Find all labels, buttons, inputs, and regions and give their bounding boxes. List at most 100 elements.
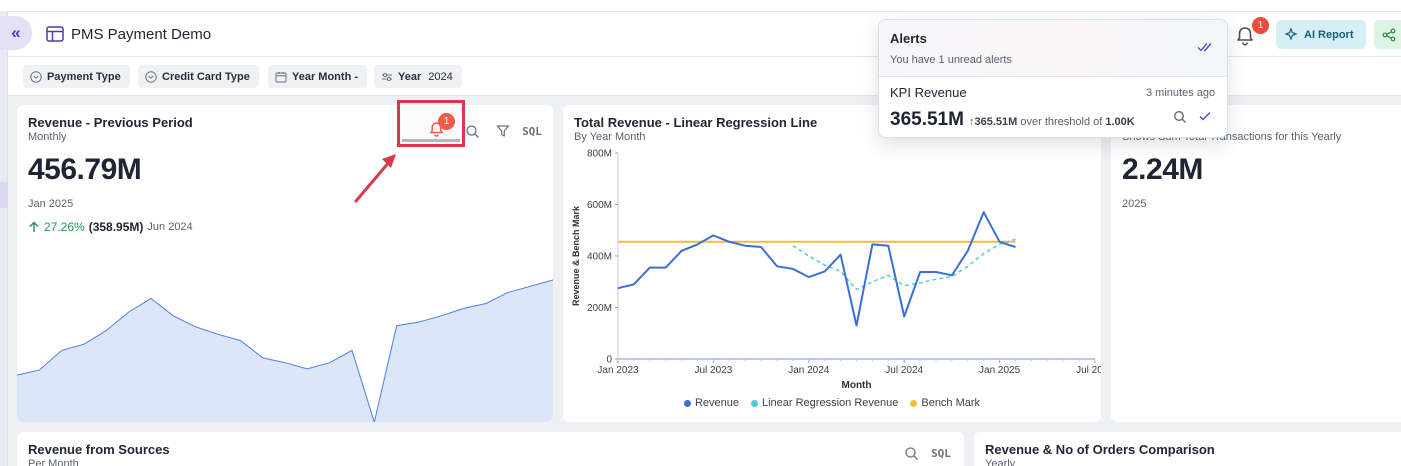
delta-absolute: (358.95M) — [88, 220, 144, 234]
filter-label: Payment Type — [47, 70, 121, 83]
sql-button[interactable]: SQL — [929, 444, 953, 462]
sliders-icon — [382, 72, 392, 81]
filter-credit-card-type[interactable]: Credit Card Type — [138, 65, 259, 88]
y-tick-label: 200M — [587, 303, 612, 314]
zoom-search-icon — [904, 446, 918, 460]
sql-button[interactable]: SQL — [520, 122, 544, 140]
alert-kpi-name[interactable]: KPI Revenue — [890, 85, 967, 100]
filter-payment-type[interactable]: Payment Type — [23, 65, 130, 88]
share-button[interactable]: S — [1374, 20, 1401, 49]
alert-kpi-value: 365.51M — [890, 109, 964, 130]
revenue-area-sparkline — [17, 279, 553, 422]
filter-label: Year — [398, 70, 422, 83]
alerts-subtitle: You have 1 unread alerts — [890, 54, 1012, 66]
legend-item-benchmark[interactable]: Bench Mark — [910, 397, 980, 409]
highlight-box-shadow — [402, 139, 460, 142]
mark-all-read-icon[interactable] — [1197, 40, 1215, 54]
top-strip — [0, 0, 1401, 12]
alert-mark-read-icon[interactable] — [1197, 108, 1213, 124]
card-title: Total Revenue - Linear Regression Line — [574, 115, 818, 130]
revenue-regression-chart: 0 200M 400M 600M 800M Jan 2023 Jul 2023 Jan 202… — [571, 149, 1101, 392]
kpi-value: 2.24M — [1122, 153, 1203, 186]
x-axis-title: Month — [842, 380, 872, 391]
kpi-delta: 27.26% (358.95M) Jun 2024 — [28, 220, 193, 234]
collapse-sidebar-button[interactable]: « — [0, 16, 32, 50]
x-tick-label: Jul 2025 — [1076, 365, 1101, 376]
dashboard-icon — [46, 26, 64, 42]
card-revenue-orders-comparison: Revenue & No of Orders Comparison Yearly — [974, 432, 1401, 466]
card-revenue-previous-period: Revenue - Previous Period Monthly 456.79… — [17, 105, 553, 422]
y-tick-label: 600M — [587, 200, 612, 211]
legend-label: Revenue — [694, 397, 739, 409]
kpi-value: 456.79M — [28, 153, 142, 186]
share-icon — [1382, 28, 1396, 41]
x-tick-label: Jan 2024 — [788, 365, 830, 376]
filter-year-month[interactable]: Year Month - — [268, 65, 368, 88]
sparkle-icon — [1284, 27, 1298, 41]
sql-label: SQL — [931, 446, 951, 460]
y-tick-label: 400M — [587, 252, 612, 263]
x-tick-label: Jan 2025 — [979, 365, 1021, 376]
ai-report-label: AI Report — [1304, 28, 1354, 41]
filter-label: Credit Card Type — [162, 70, 250, 83]
funnel-icon — [496, 125, 510, 137]
filter-value: 2024 — [428, 70, 453, 83]
card-title: Revenue - Previous Period — [28, 115, 193, 130]
card-title: Revenue from Sources — [28, 442, 170, 457]
sql-label: SQL — [522, 124, 542, 138]
card-revenue-from-sources: Revenue from Sources Per Month SQL — [17, 432, 964, 466]
alert-time: 3 minutes ago — [1146, 87, 1216, 99]
chevron-circle-icon — [30, 70, 42, 83]
chart-legend: Revenue Linear Regression Revenue Bench … — [563, 397, 1101, 409]
card-subtitle: Per Month — [28, 458, 79, 466]
card-total-revenue-regression: Total Revenue - Linear Regression Line B… — [563, 105, 1101, 422]
x-tick-label: Jul 2024 — [885, 365, 923, 376]
sparkline-line — [17, 279, 553, 422]
filter-chart-button[interactable] — [494, 122, 512, 140]
double-chevron-left-icon: « — [11, 23, 21, 42]
kpi-period: Jan 2025 — [28, 198, 74, 210]
card-title: Revenue & No of Orders Comparison — [985, 442, 1215, 457]
card-subtitle: By Year Month — [574, 131, 646, 143]
alerts-header: Alerts You have 1 unread alerts — [879, 20, 1227, 77]
alert-search-icon[interactable] — [1172, 109, 1188, 125]
y-tick-label: 800M — [587, 149, 612, 160]
legend-item-regression[interactable]: Linear Regression Revenue — [750, 397, 899, 409]
legend-label: Linear Regression Revenue — [761, 397, 899, 409]
y-tick-label: 0 — [606, 355, 612, 366]
alert-delta-value: 365.51M — [974, 116, 1018, 128]
x-tick-label: Jul 2023 — [694, 365, 732, 376]
page-title: PMS Payment Demo — [71, 26, 212, 43]
y-axis-title: Revenue & Bench Mark — [571, 205, 581, 306]
kpi-period: 2025 — [1122, 198, 1147, 210]
search-chart-button[interactable] — [902, 444, 920, 462]
calendar-icon — [275, 71, 287, 82]
notifications-badge: 1 — [1252, 17, 1269, 34]
filter-year[interactable]: Year 2024 — [374, 65, 462, 88]
alerts-title: Alerts — [890, 31, 927, 46]
alert-threshold: 1.00K — [1105, 116, 1135, 128]
x-tick-label: Jan 2023 — [597, 365, 639, 376]
chevron-circle-icon — [145, 70, 157, 83]
search-chart-button[interactable] — [463, 122, 481, 140]
sparkline-area — [17, 280, 553, 422]
left-rail-marker — [0, 182, 8, 208]
arrow-up-icon — [29, 221, 39, 232]
annotation-arrow — [354, 154, 396, 203]
delta-percent: 27.26% — [44, 220, 85, 234]
card-alert-badge: 1 — [438, 113, 455, 130]
series-revenue-line — [617, 211, 1016, 327]
zoom-search-icon — [465, 124, 479, 138]
card-subtitle: Yearly — [985, 458, 1016, 466]
card-subtitle: Monthly — [28, 131, 67, 143]
alert-delta: ↑365.51M over threshold of 1.00K — [969, 116, 1135, 128]
legend-label: Bench Mark — [921, 397, 981, 409]
filter-label: Year Month - — [292, 70, 359, 83]
notifications-bell-icon[interactable] — [1234, 25, 1256, 47]
card-sum-total-transactions: Shows Sum Total Transactions for this Ye… — [1111, 105, 1401, 422]
left-rail — [0, 12, 8, 466]
legend-item-revenue[interactable]: Revenue — [683, 397, 739, 409]
delta-period: Jun 2024 — [147, 221, 193, 233]
ai-report-button[interactable]: AI Report — [1276, 20, 1366, 49]
